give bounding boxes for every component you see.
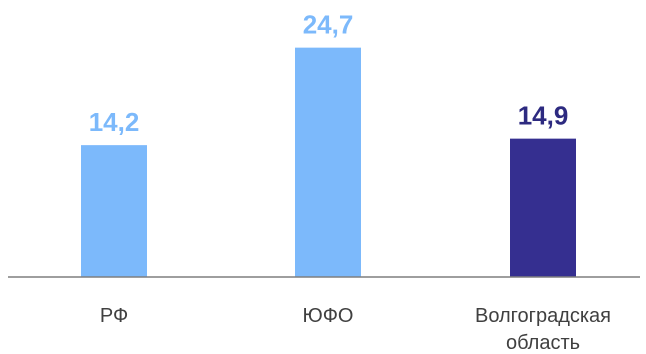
bar-2 [295, 47, 361, 278]
data-label-3: 14,9 [518, 101, 569, 131]
data-label-1: 14,2 [89, 107, 140, 137]
data-label-2: 24,7 [303, 10, 354, 40]
category-label-1: РФ [100, 305, 128, 327]
value-labels-group: 14,2 24,7 14,9 [89, 10, 569, 137]
category-label-3-line-2: область [506, 332, 580, 354]
category-label-2: ЮФО [303, 305, 354, 327]
bars-group [81, 47, 576, 278]
bar-3 [510, 138, 576, 277]
bar-1 [81, 145, 147, 277]
category-labels-group: РФ ЮФО Волгоградская область [100, 305, 611, 354]
category-label-3-line-1: Волгоградская [475, 305, 611, 327]
